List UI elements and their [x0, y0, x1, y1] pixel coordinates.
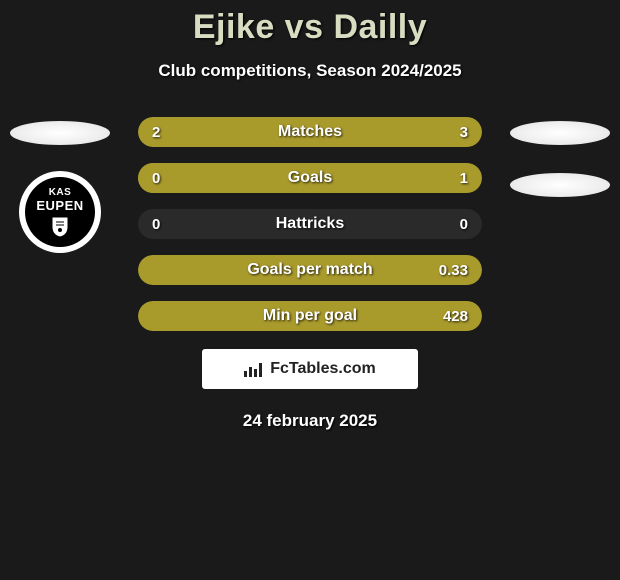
stat-bar: 2Matches3 [138, 117, 482, 147]
stats-column: 2Matches30Goals10Hattricks0Goals per mat… [120, 117, 500, 331]
right-column [500, 117, 620, 197]
club-name: EUPEN [36, 199, 83, 212]
stat-bar: Goals per match0.33 [138, 255, 482, 285]
stat-value-right: 428 [443, 308, 468, 325]
footer: FcTables.com 24 february 2025 [0, 349, 620, 431]
stat-label: Goals [138, 169, 482, 187]
player-placeholder-right-1 [510, 121, 610, 145]
stat-value-right: 3 [460, 124, 468, 141]
left-column: KAS EUPEN [0, 117, 120, 253]
branding-box[interactable]: FcTables.com [202, 349, 418, 389]
shield-icon [50, 215, 70, 237]
club-badge-inner: KAS EUPEN [25, 177, 95, 247]
stat-bar: 0Goals1 [138, 163, 482, 193]
stat-label: Min per goal [138, 307, 482, 325]
stat-value-right: 0 [460, 216, 468, 233]
stat-label: Goals per match [138, 261, 482, 279]
club-short: KAS [49, 188, 72, 198]
stat-value-right: 0.33 [439, 262, 468, 279]
stat-label: Matches [138, 123, 482, 141]
subtitle: Club competitions, Season 2024/2025 [0, 61, 620, 81]
date-text: 24 february 2025 [243, 411, 377, 431]
stat-bar: 0Hattricks0 [138, 209, 482, 239]
branding-text: FcTables.com [270, 360, 376, 378]
club-badge-left: KAS EUPEN [19, 171, 101, 253]
stat-label: Hattricks [138, 215, 482, 233]
comparison-card: Ejike vs Dailly Club competitions, Seaso… [0, 0, 620, 431]
player-placeholder-left [10, 121, 110, 145]
stat-value-right: 1 [460, 170, 468, 187]
stat-bar: Min per goal428 [138, 301, 482, 331]
bar-chart-icon [244, 361, 264, 377]
page-title: Ejike vs Dailly [0, 0, 620, 47]
main-row: KAS EUPEN 2Matches30Goals10Hattricks0Goa… [0, 117, 620, 331]
player-placeholder-right-2 [510, 173, 610, 197]
